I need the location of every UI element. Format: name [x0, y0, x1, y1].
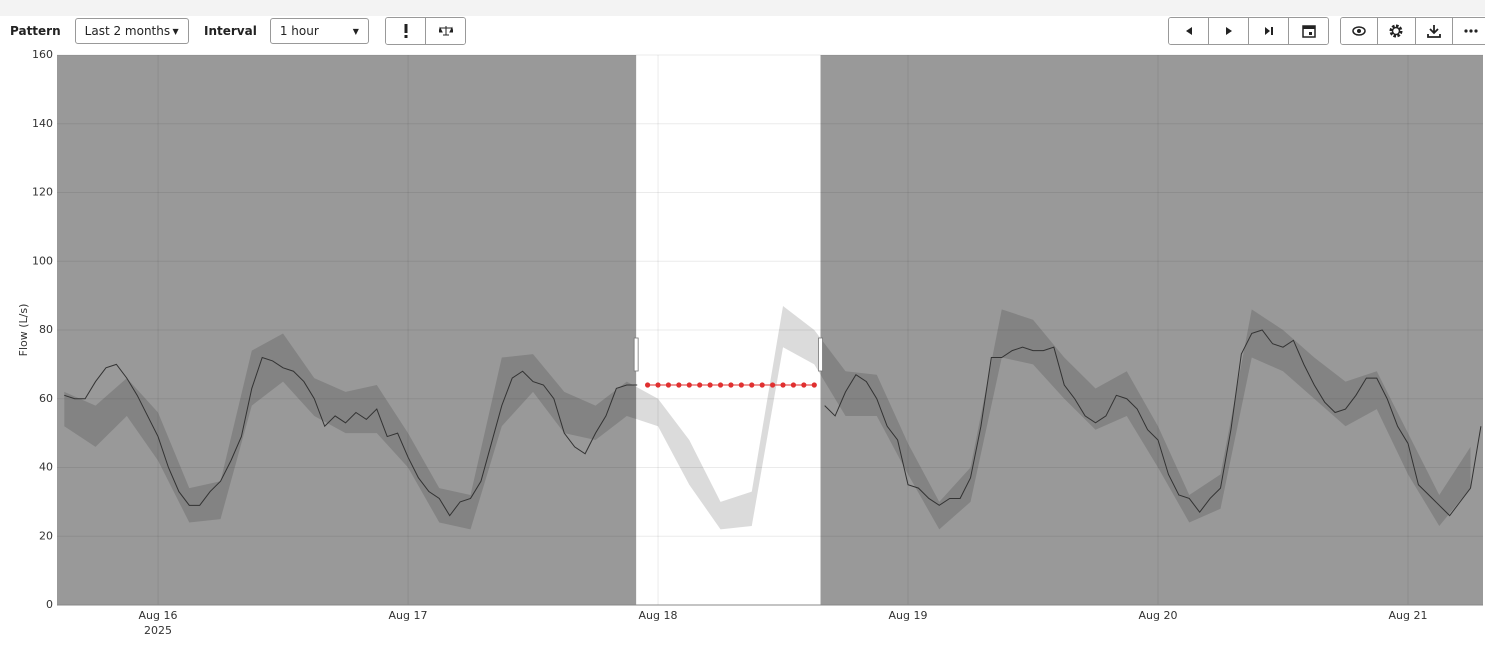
x-tick-label: Aug 16 — [139, 609, 178, 622]
interpolated-point — [717, 382, 724, 388]
icon — [1389, 24, 1403, 38]
interpolated-point — [801, 382, 807, 388]
range-handle — [633, 337, 639, 372]
x-year-label: 2025 — [144, 624, 172, 637]
interpolated-point — [811, 382, 817, 388]
y-tick-label: 140 — [32, 117, 53, 130]
icon — [404, 24, 407, 38]
interpolated-point — [645, 382, 651, 388]
y-tick-label: 40 — [39, 461, 53, 474]
view-button[interactable] — [1341, 18, 1379, 44]
pattern-value: Last 2 months — [84, 24, 171, 38]
icon — [1264, 27, 1273, 35]
alert-button[interactable] — [386, 18, 426, 44]
calendar-button[interactable] — [1289, 18, 1328, 44]
icon — [1426, 25, 1441, 38]
x-tick-label: Aug 20 — [1139, 609, 1178, 622]
interval-dropdown[interactable]: 1 hour ▼ — [269, 18, 369, 44]
y-tick-label: 160 — [32, 48, 53, 61]
selected-range — [636, 55, 821, 605]
settings-button[interactable] — [1378, 18, 1416, 44]
icon — [1185, 27, 1192, 35]
x-tick-label: Aug 17 — [389, 609, 428, 622]
top-strip — [0, 0, 1485, 16]
interval-value: 1 hour — [279, 24, 319, 38]
more-button[interactable] — [1452, 18, 1485, 44]
interpolated-point — [697, 382, 703, 388]
x-tick-label: Aug 19 — [889, 609, 928, 622]
range-handle — [818, 337, 823, 372]
x-tick-label: Aug 21 — [1389, 609, 1428, 622]
y-tick-label: 80 — [39, 323, 53, 336]
interpolated-point — [759, 382, 765, 388]
icon — [1352, 26, 1366, 36]
interval-group: Interval 1 hour ▼ — [204, 17, 369, 45]
interpolated-point — [780, 382, 786, 388]
icon — [1301, 25, 1316, 38]
view-buttons — [1340, 17, 1485, 45]
observed-line — [64, 329, 1482, 517]
nav-buttons — [1168, 17, 1329, 45]
y-tick-label: 0 — [46, 598, 53, 611]
alert-buttons — [385, 17, 466, 45]
interpolated-point — [738, 382, 744, 388]
interpolated-point — [707, 382, 713, 388]
interpolated-point — [749, 382, 755, 388]
interpolated-point — [770, 382, 776, 388]
interpolated-point — [790, 382, 797, 388]
y-tick-label: 60 — [39, 392, 53, 405]
interpolated-point — [728, 382, 734, 388]
interpolated-point — [655, 382, 661, 388]
x-tick-label: Aug 18 — [639, 609, 678, 622]
y-tick-label: 120 — [32, 186, 53, 199]
last-button[interactable] — [1249, 18, 1289, 44]
pattern-dropdown[interactable]: Last 2 months ▼ — [74, 18, 189, 44]
y-tick-label: 20 — [39, 529, 53, 542]
interval-label: Interval — [204, 24, 257, 38]
icon — [1464, 29, 1478, 33]
pattern-group: Pattern Last 2 months ▼ — [10, 17, 189, 45]
next-button[interactable] — [1209, 18, 1249, 44]
icon — [1225, 27, 1232, 35]
pattern-label: Pattern — [10, 24, 61, 38]
interpolated-point — [676, 382, 682, 388]
interpolated-point — [686, 382, 692, 388]
y-axis-label: Flow (L/s) — [17, 304, 30, 357]
balance-button[interactable] — [426, 18, 465, 44]
interpolated-point — [665, 382, 672, 388]
y-tick-label: 100 — [32, 254, 53, 267]
download-button[interactable] — [1415, 18, 1453, 44]
icon — [438, 26, 453, 36]
prev-button[interactable] — [1169, 18, 1209, 44]
